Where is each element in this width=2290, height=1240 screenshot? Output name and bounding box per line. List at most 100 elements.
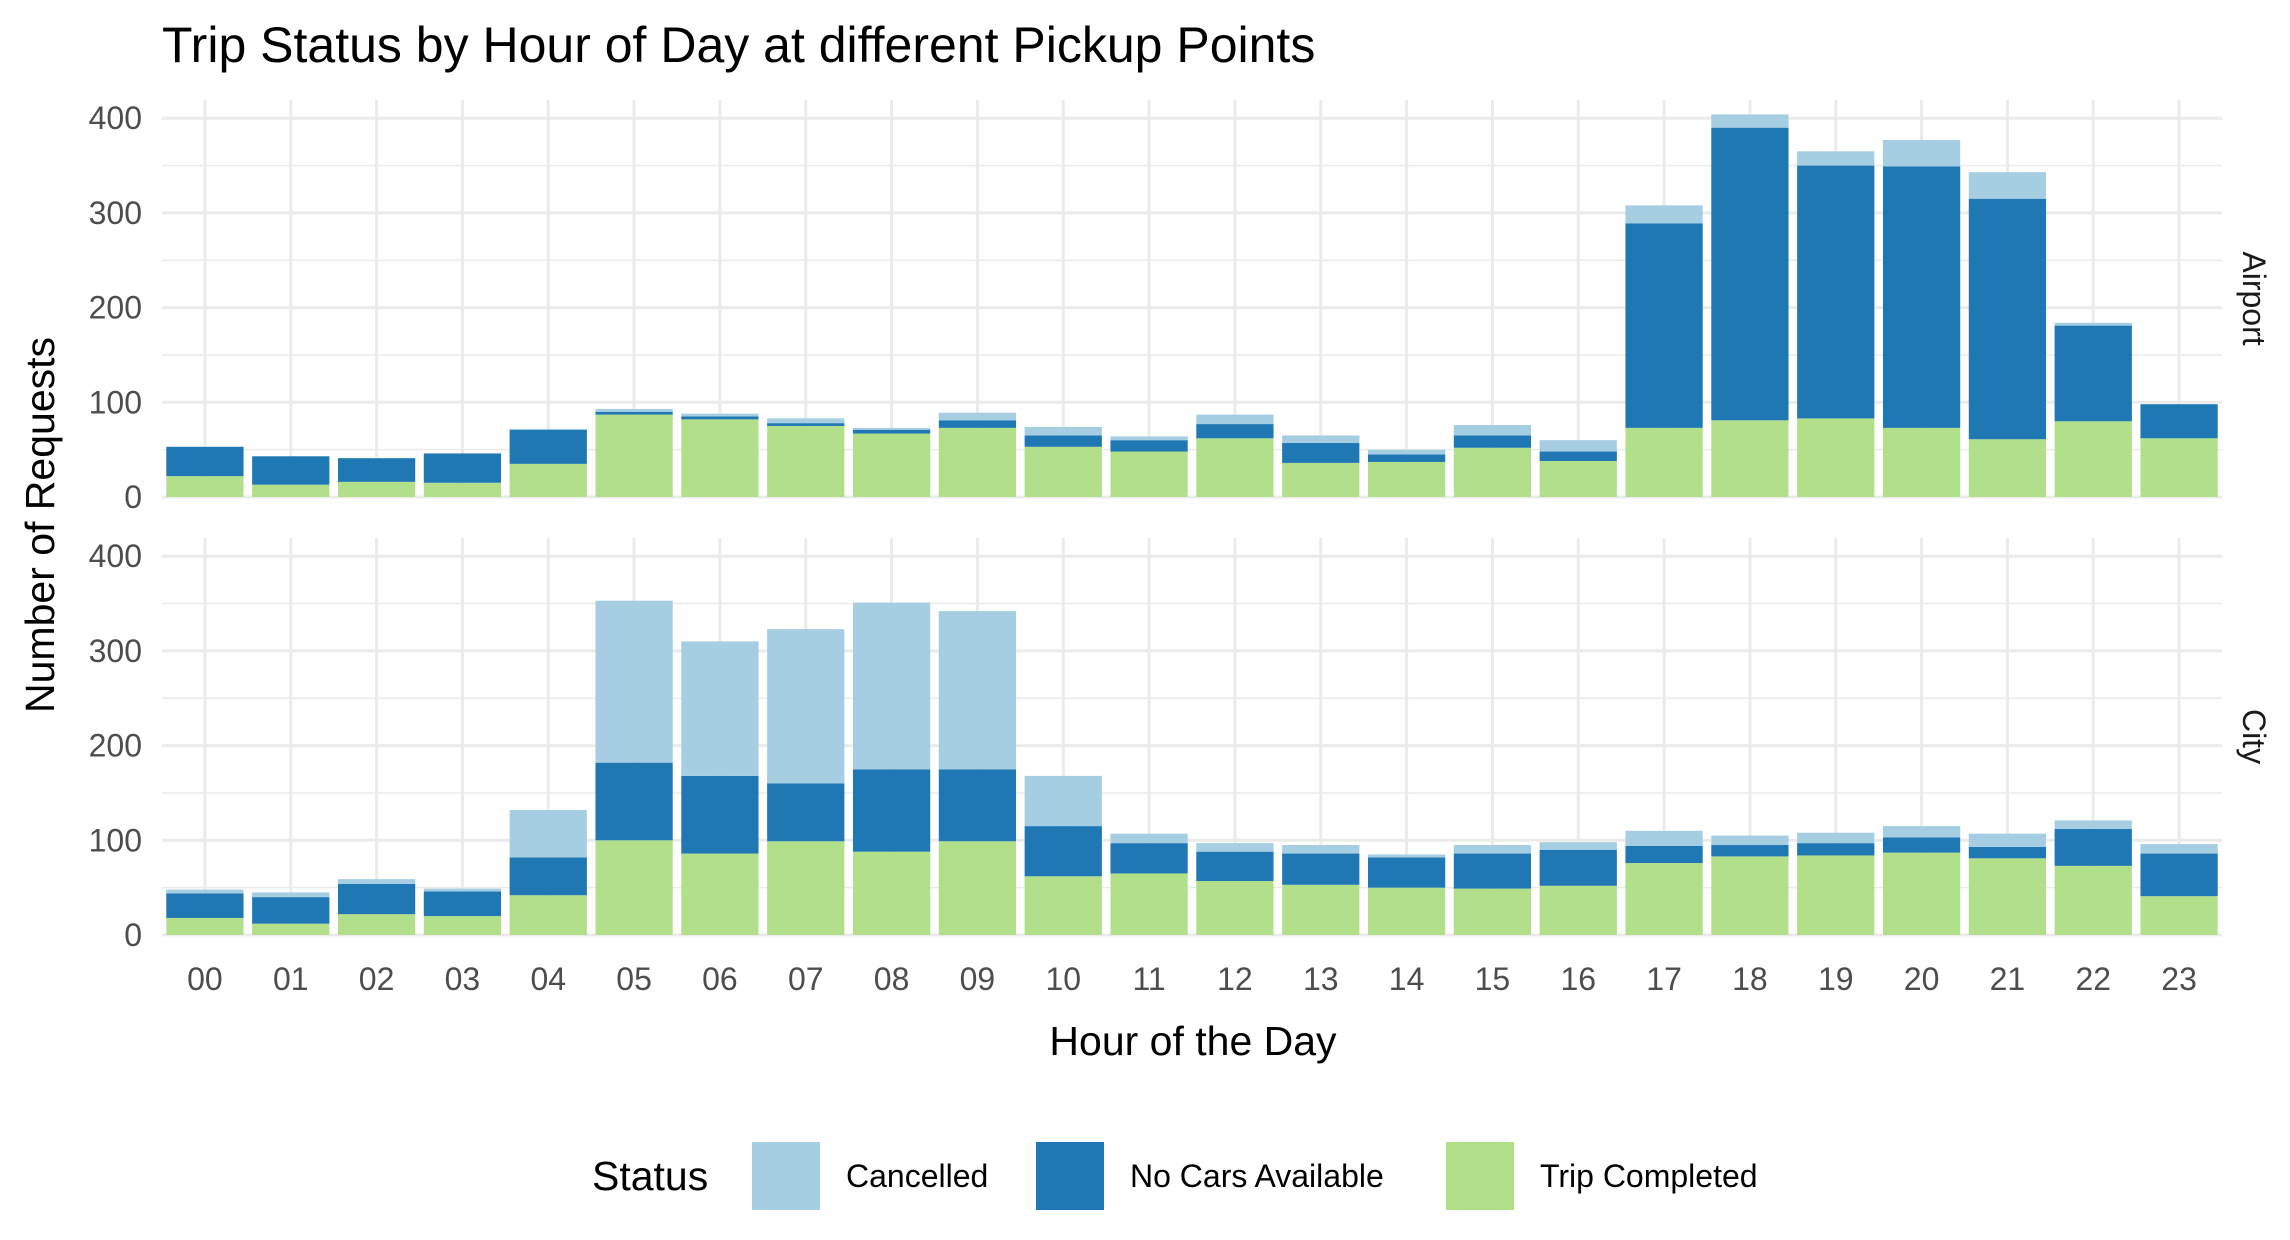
bar-city-21-trip-completed — [1968, 858, 2047, 935]
x-tick-label: 03 — [445, 961, 481, 997]
bar-city-10-cancelled — [1024, 775, 1102, 827]
bar-airport-20-cancelled — [1882, 139, 1961, 167]
bar-city-02-trip-completed — [337, 914, 416, 935]
bar-airport-00-trip-completed — [166, 476, 244, 497]
bar-city-16-trip-completed — [1539, 885, 1617, 935]
x-tick-label: 09 — [960, 961, 996, 997]
bar-airport-13-no-cars-available — [1282, 443, 1360, 463]
legend-key-no-cars-available — [1036, 1142, 1104, 1210]
legend-label-cancelled: Cancelled — [846, 1158, 988, 1194]
bar-city-14-no-cars-available — [1367, 857, 1446, 888]
bar-city-02-no-cars-available — [337, 883, 416, 915]
bar-city-02-cancelled — [337, 879, 416, 884]
y-tick-label: 300 — [89, 195, 142, 231]
bar-city-03-cancelled — [423, 888, 502, 892]
chart-title: Trip Status by Hour of Day at different … — [162, 17, 1315, 73]
y-tick-label: 100 — [89, 384, 142, 420]
bar-airport-18-trip-completed — [1711, 420, 1789, 497]
bar-city-12-cancelled — [1196, 843, 1274, 852]
bar-city-00-cancelled — [166, 889, 244, 894]
bar-airport-01-trip-completed — [252, 484, 330, 497]
bar-airport-10-cancelled — [1024, 426, 1102, 436]
legend-label-no-cars-available: No Cars Available — [1130, 1158, 1384, 1194]
bar-airport-08-trip-completed — [852, 433, 931, 497]
x-tick-label: 21 — [1990, 961, 2026, 997]
bar-city-07-no-cars-available — [767, 783, 845, 842]
bar-airport-18-cancelled — [1711, 114, 1789, 128]
y-tick-label: 300 — [89, 633, 142, 669]
bar-airport-04-no-cars-available — [509, 429, 587, 464]
bar-city-12-no-cars-available — [1196, 851, 1274, 882]
y-tick-label: 200 — [89, 290, 142, 326]
bar-city-18-trip-completed — [1711, 856, 1789, 935]
bar-city-21-cancelled — [1968, 833, 2047, 847]
bar-airport-04-trip-completed — [509, 463, 587, 497]
bar-city-22-cancelled — [2054, 820, 2132, 829]
bar-city-19-cancelled — [1797, 832, 1875, 844]
legend-key-cancelled — [752, 1142, 820, 1210]
bar-airport-16-no-cars-available — [1539, 451, 1617, 462]
bar-city-12-trip-completed — [1196, 881, 1274, 935]
bar-city-06-no-cars-available — [681, 775, 759, 854]
y-tick-label: 400 — [89, 100, 142, 136]
bar-airport-15-cancelled — [1453, 425, 1532, 436]
bar-city-08-trip-completed — [852, 851, 931, 935]
bar-city-07-trip-completed — [767, 841, 845, 935]
bar-city-09-cancelled — [938, 611, 1017, 770]
bar-airport-22-cancelled — [2054, 322, 2132, 326]
bar-airport-03-no-cars-available — [423, 453, 502, 483]
bar-city-21-no-cars-available — [1968, 846, 2047, 859]
x-tick-label: 05 — [616, 961, 652, 997]
x-tick-label: 22 — [2075, 961, 2111, 997]
bar-airport-23-trip-completed — [2140, 438, 2218, 497]
bar-city-15-trip-completed — [1453, 888, 1532, 935]
x-tick-label: 00 — [187, 961, 223, 997]
bar-airport-01-no-cars-available — [252, 456, 330, 485]
bar-airport-06-cancelled — [681, 413, 759, 417]
bar-airport-09-no-cars-available — [938, 420, 1017, 428]
bar-airport-19-cancelled — [1797, 151, 1875, 166]
bar-airport-02-no-cars-available — [337, 458, 416, 482]
bar-airport-00-no-cars-available — [166, 446, 244, 477]
x-tick-label: 11 — [1132, 961, 1165, 997]
bar-city-01-no-cars-available — [252, 897, 330, 924]
bar-airport-19-no-cars-available — [1797, 165, 1875, 419]
bar-city-18-cancelled — [1711, 835, 1789, 846]
bar-airport-20-trip-completed — [1882, 427, 1961, 497]
panel-city: 0 100 200 300 400 City — [89, 538, 2272, 953]
x-tick-label: 15 — [1475, 961, 1511, 997]
bar-city-23-no-cars-available — [2140, 853, 2218, 897]
bar-city-19-trip-completed — [1797, 855, 1875, 935]
x-tick-label: 06 — [702, 961, 738, 997]
bar-city-16-cancelled — [1539, 842, 1617, 850]
x-tick-label: 16 — [1560, 961, 1596, 997]
bar-city-10-trip-completed — [1024, 876, 1102, 935]
bar-airport-11-cancelled — [1110, 436, 1188, 441]
bar-airport-23-no-cars-available — [2140, 404, 2218, 439]
bar-city-14-cancelled — [1367, 854, 1446, 858]
x-tick-label: 17 — [1646, 961, 1682, 997]
bar-airport-14-cancelled — [1367, 449, 1446, 455]
y-tick-label: 0 — [124, 479, 142, 515]
y-tick-label: 100 — [89, 822, 142, 858]
bar-city-01-trip-completed — [252, 923, 330, 935]
bar-city-08-no-cars-available — [852, 769, 931, 852]
panel-airport: 0 100 200 300 400 Airport — [89, 100, 2272, 515]
bar-city-01-cancelled — [252, 892, 330, 898]
bar-city-23-trip-completed — [2140, 896, 2218, 935]
bar-city-04-no-cars-available — [509, 857, 587, 896]
bar-city-22-no-cars-available — [2054, 828, 2132, 866]
bar-airport-17-no-cars-available — [1625, 223, 1703, 428]
bar-city-05-no-cars-available — [595, 762, 673, 841]
bar-city-11-no-cars-available — [1110, 843, 1188, 874]
bar-city-00-no-cars-available — [166, 893, 244, 918]
bar-airport-16-trip-completed — [1539, 461, 1617, 497]
bar-airport-21-cancelled — [1968, 172, 2047, 199]
x-tick-label: 10 — [1045, 961, 1081, 997]
bar-city-03-no-cars-available — [423, 891, 502, 917]
bar-city-06-cancelled — [681, 641, 759, 776]
bar-airport-13-trip-completed — [1282, 462, 1360, 497]
bar-airport-07-cancelled — [767, 418, 845, 424]
facet-label-city: City — [2236, 709, 2272, 764]
